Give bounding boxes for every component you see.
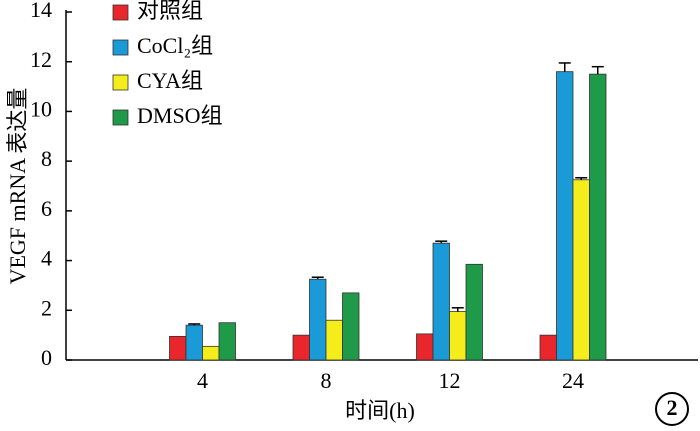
- legend-swatch: [112, 74, 129, 91]
- bar: [572, 179, 590, 361]
- bar: [416, 333, 434, 361]
- y-tick-label: 4: [41, 246, 52, 271]
- bar: [218, 322, 236, 361]
- y-tick-label: 6: [41, 196, 52, 221]
- bar: [465, 263, 483, 361]
- legend-label: CYA组: [137, 68, 203, 93]
- y-tick-label: 12: [30, 47, 52, 72]
- y-tick-label: 8: [41, 146, 52, 171]
- bar: [202, 345, 220, 361]
- bar: [342, 292, 360, 361]
- y-tick-label: 0: [41, 345, 52, 370]
- legend-label: DMSO组: [137, 103, 223, 128]
- bar: [185, 324, 203, 361]
- bar: [556, 71, 574, 361]
- x-tick-label: 8: [321, 368, 332, 393]
- bar: [589, 73, 607, 361]
- bar: [325, 319, 343, 361]
- bar: [432, 242, 450, 361]
- y-tick-label: 14: [30, 0, 52, 22]
- bar: [309, 278, 327, 361]
- y-tick-label: 2: [41, 295, 52, 320]
- bar: [449, 311, 467, 361]
- bar: [169, 335, 187, 361]
- legend-label: CoCl₂组: [137, 33, 213, 58]
- bar: [539, 334, 557, 361]
- legend-swatch: [112, 109, 129, 126]
- annotation: 2: [667, 395, 678, 420]
- legend-label: 对照组: [137, 0, 203, 23]
- x-tick-label: 24: [562, 368, 584, 393]
- annotation-circle: [655, 392, 689, 426]
- bar: [292, 334, 310, 361]
- y-axis-label: VEGF mRNA 表达量: [5, 88, 30, 285]
- x-tick-label: 4: [197, 368, 208, 393]
- legend-swatch: [112, 4, 129, 21]
- legend-swatch: [112, 39, 129, 56]
- x-axis-label: 时间(h): [345, 398, 415, 423]
- x-tick-label: 12: [439, 368, 461, 393]
- y-tick-label: 10: [30, 96, 52, 121]
